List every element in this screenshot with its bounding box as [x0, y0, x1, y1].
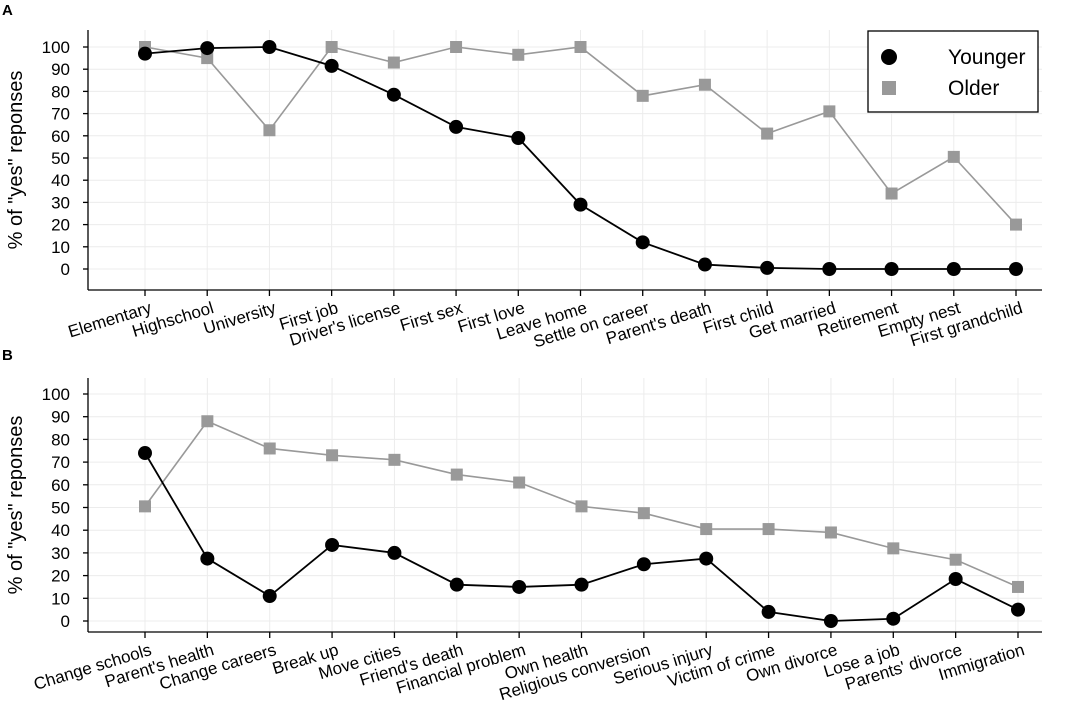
panel-b-younger-point: [200, 551, 215, 566]
panel-a-y-tick-label: 60: [51, 127, 70, 146]
panel-a-y-tick-label: 90: [51, 60, 70, 79]
panel-b-y-tick-label: 0: [61, 612, 70, 631]
panel-b-younger-point: [948, 572, 963, 587]
panel-a-y-tick-label: 50: [51, 149, 70, 168]
panel-a-younger-point: [573, 197, 588, 212]
panel-a-y-tick-label: 10: [51, 238, 70, 257]
panel-a-older-point: [885, 187, 898, 200]
panel-a-younger-point: [324, 58, 339, 73]
panel-a-younger-point: [511, 131, 526, 146]
panel-a: 0 10 20 30 40 50 60 70 80 90 100 % of "yes" reponse…: [5, 30, 1042, 351]
panel-b: 0 10 20 30 40 50 60 70 80 90 100 % of "yes" reponse…: [5, 378, 1042, 704]
panel-b-older-point: [949, 553, 962, 566]
panel-b-older-point: [762, 523, 775, 536]
panel-a-older-point: [574, 41, 587, 53]
panel-a-younger-point: [635, 235, 650, 250]
panel-a-older-point: [761, 127, 774, 140]
panel-a-y-tick-label: 40: [51, 171, 70, 190]
panel-b-younger-point: [512, 579, 527, 594]
panel-b-older-point: [326, 449, 339, 462]
panel-b-younger-point: [636, 557, 651, 572]
panel-a-older-point: [698, 78, 711, 91]
panel-a-older-point: [201, 52, 214, 65]
panel-b-older-point: [513, 476, 526, 489]
panel-a-older-point: [823, 105, 836, 118]
panel-a-younger-point: [449, 119, 464, 134]
legend-older-marker: [882, 81, 896, 95]
legend-box: [867, 30, 1039, 113]
panel-a-younger-point: [697, 257, 712, 272]
panel-b-younger-point: [138, 446, 152, 461]
panel-b-older-point: [263, 442, 276, 455]
panel-b-older-point: [824, 526, 837, 539]
panel-b-younger-point: [574, 577, 589, 592]
panel-a-younger-point: [138, 46, 152, 61]
panel-b-older-point: [575, 500, 588, 513]
panel-a-y-tick-label: 80: [51, 82, 70, 101]
panel-a-younger-point: [760, 260, 775, 275]
panel-b-older-point: [637, 507, 650, 520]
panel-a-younger-point: [200, 41, 215, 56]
panel-a-older-point: [512, 48, 525, 61]
panel-b-older-point: [139, 500, 151, 513]
legend-younger-label: Younger: [948, 46, 1025, 69]
panel-a-y-tick-label: 30: [51, 193, 70, 212]
panel-b-y-tick-label: 100: [42, 385, 70, 404]
panel-a-older-point: [947, 150, 960, 163]
panel-a-younger-point: [1009, 262, 1023, 276]
legend-older-label: Older: [948, 77, 999, 100]
panel-b-younger-point: [823, 614, 838, 628]
panel-b-y-tick-label: 80: [51, 430, 70, 449]
panel-b-older-point: [201, 415, 214, 428]
panel-a-younger-point: [822, 262, 837, 276]
panel-b-older-point: [700, 523, 713, 536]
panel-b-y-tick-label: 90: [51, 408, 70, 427]
panel-b-y-tick-label: 10: [51, 589, 70, 608]
panel-b-younger-point: [699, 551, 714, 566]
panel-b-younger-point: [262, 589, 277, 604]
panel-b-younger-point: [761, 604, 776, 619]
panel-a-younger-point: [946, 262, 961, 276]
panel-b-y-tick-label: 40: [51, 521, 70, 540]
panel-a-younger-point: [262, 40, 277, 54]
panel-a-younger-point: [884, 262, 899, 276]
panel-a-y-axis-title: % of "yes" reponses: [5, 71, 27, 250]
panel-b-y-tick-label: 60: [51, 476, 70, 495]
panel-a-x-tick-label: First sex: [398, 298, 465, 335]
panel-b-younger-point: [325, 537, 340, 552]
panel-b-letter: B: [2, 347, 13, 364]
legend: Younger Older: [867, 30, 1039, 113]
panel-b-older-point: [887, 542, 900, 555]
panel-b-younger-point: [387, 545, 402, 560]
panel-a-older-point: [636, 89, 649, 102]
panel-a-younger-point: [386, 87, 401, 102]
panel-a-y-tick-label: 20: [51, 216, 70, 235]
panel-b-younger-point: [449, 577, 464, 592]
panel-b-y-tick-label: 30: [51, 544, 70, 563]
panel-b-older-point: [388, 453, 401, 466]
panel-b-older-point: [450, 468, 463, 481]
panel-a-y-tick-label: 0: [61, 260, 70, 279]
panel-a-x-tick-label: University: [201, 298, 278, 338]
panel-b-y-axis-title: % of "yes" reponses: [5, 416, 27, 595]
panel-a-older-point: [387, 56, 400, 69]
panel-b-younger-point: [886, 611, 901, 626]
panel-a-y-tick-label: 100: [42, 38, 70, 57]
panel-a-older-point: [263, 124, 276, 137]
panel-b-younger-point: [1011, 602, 1025, 617]
panel-a-older-point: [450, 41, 463, 53]
panel-b-older-point: [1012, 580, 1024, 593]
panel-a-letter: A: [2, 2, 13, 19]
panel-a-y-tick-label: 70: [51, 105, 70, 124]
legend-younger-marker: [881, 49, 897, 65]
panel-a-older-point: [325, 41, 338, 53]
panel-a-older-point: [1010, 218, 1022, 231]
panel-b-y-tick-label: 20: [51, 567, 70, 586]
panel-b-y-tick-label: 50: [51, 499, 70, 518]
panel-b-y-tick-label: 70: [51, 453, 70, 472]
